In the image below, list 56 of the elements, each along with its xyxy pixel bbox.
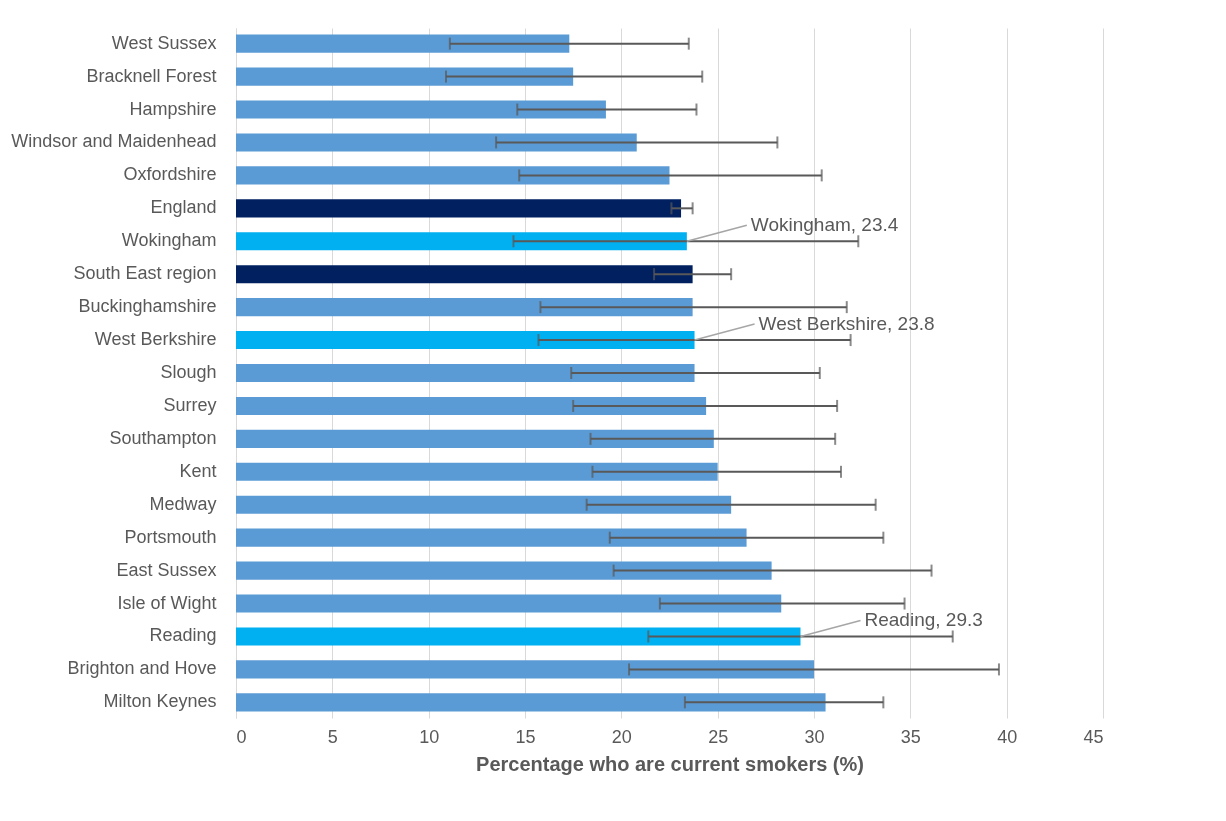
annotation: Reading, 29.3 bbox=[864, 609, 983, 631]
x-tick-label: 35 bbox=[900, 726, 921, 747]
y-tick-label: Isle of Wight bbox=[117, 592, 217, 613]
bar bbox=[236, 627, 801, 646]
y-tick-label: Hampshire bbox=[129, 98, 217, 119]
bar bbox=[236, 67, 574, 86]
y-tick-label: Surrey bbox=[163, 394, 217, 415]
y-tick-label: Milton Keynes bbox=[103, 691, 217, 712]
y-tick-label: Windsor and Maidenhead bbox=[11, 131, 217, 152]
y-tick-label: Brighton and Hove bbox=[67, 658, 217, 679]
y-tick-label: Reading bbox=[149, 625, 217, 646]
bar bbox=[236, 166, 670, 185]
x-tick-label: 10 bbox=[419, 726, 440, 747]
bar bbox=[236, 561, 772, 580]
y-tick-label: South East region bbox=[73, 263, 217, 284]
x-tick-label: 0 bbox=[236, 726, 247, 747]
bar bbox=[236, 199, 682, 218]
y-tick-label: Slough bbox=[160, 362, 217, 382]
y-tick-label: Buckinghamshire bbox=[78, 296, 217, 317]
bar bbox=[236, 265, 693, 284]
bar bbox=[236, 232, 687, 251]
annotation: West Berkshire, 23.8 bbox=[758, 313, 935, 335]
bar bbox=[236, 693, 826, 712]
y-tick-label: Oxfordshire bbox=[123, 164, 217, 185]
x-tick-label: 40 bbox=[997, 726, 1018, 747]
y-tick-label: Southampton bbox=[109, 427, 217, 448]
y-tick-label: Wokingham bbox=[121, 230, 217, 251]
bar bbox=[236, 133, 637, 152]
x-tick-label: 25 bbox=[708, 726, 729, 747]
annotation: Wokingham, 23.4 bbox=[750, 214, 899, 236]
y-tick-label: West Sussex bbox=[111, 32, 217, 53]
bar bbox=[236, 528, 747, 547]
y-tick-label: Kent bbox=[179, 460, 217, 481]
bar bbox=[236, 363, 695, 383]
bar bbox=[236, 298, 693, 317]
y-tick-label: England bbox=[150, 197, 217, 218]
x-axis-title: Percentage who are current smokers (%) bbox=[476, 752, 864, 775]
y-tick-label: Portsmouth bbox=[124, 526, 217, 547]
bar bbox=[236, 331, 695, 350]
y-tick-label: East Sussex bbox=[116, 559, 217, 580]
bar bbox=[236, 660, 814, 679]
x-tick-label: 45 bbox=[1083, 726, 1104, 747]
bar bbox=[236, 495, 732, 514]
x-tick-label: 30 bbox=[804, 726, 825, 747]
y-tick-label: Medway bbox=[149, 493, 217, 514]
y-tick-label: West Berkshire bbox=[94, 329, 217, 350]
bar bbox=[236, 34, 570, 53]
bar bbox=[236, 429, 714, 448]
bar bbox=[236, 594, 782, 613]
bar bbox=[236, 462, 718, 481]
bar bbox=[236, 396, 707, 415]
x-tick-label: 20 bbox=[611, 726, 632, 747]
x-tick-label: 5 bbox=[327, 726, 338, 747]
y-tick-label: Bracknell Forest bbox=[86, 65, 217, 86]
bar bbox=[236, 100, 606, 119]
x-tick-label: 15 bbox=[515, 726, 536, 747]
